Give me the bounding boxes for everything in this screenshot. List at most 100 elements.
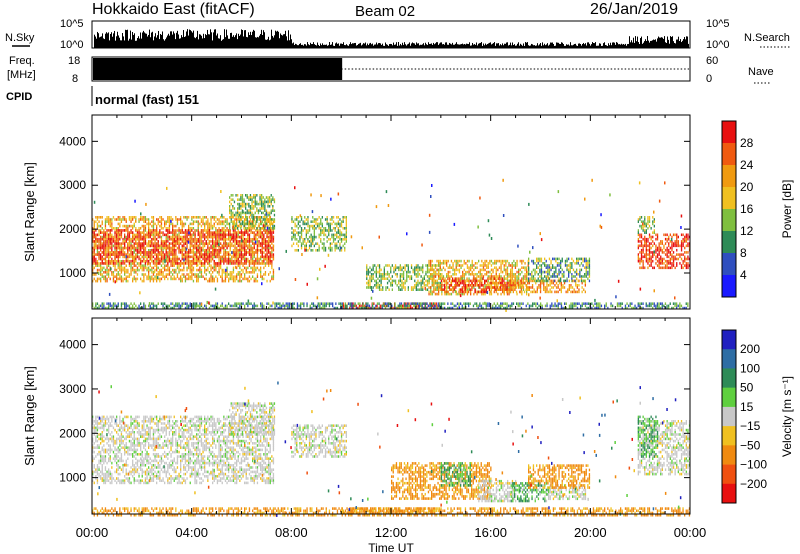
heatmap-cell — [269, 251, 271, 254]
heatmap-cell — [146, 242, 148, 245]
heatmap-cell — [183, 273, 185, 276]
heatmap-cell — [334, 227, 336, 230]
heatmap-cell — [495, 273, 497, 276]
heatmap-cell — [229, 244, 231, 248]
heatmap-cell — [128, 218, 131, 221]
heatmap-cell — [468, 277, 470, 280]
heatmap-cell — [233, 213, 236, 217]
nsky-bar — [224, 29, 225, 48]
heatmap-cell — [164, 275, 166, 278]
heatmap-cell — [256, 242, 259, 245]
heatmap-cell — [500, 268, 502, 272]
heatmap-cell — [122, 253, 124, 256]
heatmap-cell — [307, 249, 309, 252]
heatmap-cell — [101, 275, 103, 278]
heatmap-cell — [439, 266, 441, 269]
heatmap-cell — [191, 216, 193, 219]
heatmap-cell — [508, 286, 510, 289]
heatmap-cell — [149, 229, 151, 232]
heatmap-cell — [200, 218, 203, 221]
heatmap-cell — [261, 253, 263, 256]
heatmap-cell — [114, 229, 116, 232]
heatmap-cell — [270, 198, 272, 201]
heatmap-cell — [259, 218, 261, 221]
nsky-bar — [461, 44, 462, 48]
heatmap-cell — [130, 259, 132, 263]
heatmap-cell — [119, 233, 121, 237]
heatmap-cell — [218, 251, 220, 254]
heatmap-cell — [250, 253, 252, 256]
heatmap-cell — [108, 275, 110, 278]
heatmap-cell — [426, 284, 429, 287]
heatmap-cell — [323, 249, 325, 252]
heatmap-cell — [229, 257, 231, 261]
heatmap-cell — [479, 275, 481, 278]
heatmap-cell — [240, 198, 242, 201]
heatmap-cell — [417, 281, 419, 285]
heatmap-cell — [160, 264, 163, 267]
heatmap-cell — [96, 277, 99, 281]
heatmap-cell — [481, 275, 483, 278]
heatmap-cell — [183, 262, 185, 265]
nsky-bar — [305, 44, 306, 48]
heatmap-cell — [204, 277, 206, 281]
heatmap-cell — [191, 242, 193, 245]
heatmap-cell — [242, 235, 244, 239]
heatmap-cell — [498, 259, 501, 263]
heatmap-cell — [269, 224, 271, 228]
nsky-bar — [551, 42, 552, 48]
heatmap-cell — [188, 255, 190, 259]
heatmap-cell — [200, 238, 203, 241]
heatmap-cell — [248, 211, 250, 215]
heatmap-cell — [383, 275, 385, 278]
heatmap-cell — [108, 268, 110, 272]
heatmap-cell — [127, 246, 129, 250]
heatmap-cell — [135, 246, 137, 250]
heatmap-cell — [410, 264, 413, 267]
nsky-bar — [197, 30, 198, 48]
heatmap-cell — [230, 209, 232, 212]
heatmap-cell — [511, 264, 513, 267]
heatmap-cell — [160, 268, 163, 272]
heatmap-cell — [197, 246, 199, 250]
heatmap-cell — [328, 224, 330, 228]
heatmap-cell — [114, 259, 116, 263]
heatmap-cell — [180, 268, 182, 272]
heatmap-cell — [133, 271, 135, 274]
heatmap-cell — [258, 244, 260, 248]
heatmap-cell — [340, 231, 343, 234]
heatmap-cell — [232, 268, 235, 272]
heatmap-cell — [242, 255, 244, 259]
heatmap-cell — [221, 279, 223, 283]
heatmap-cell — [223, 222, 225, 226]
heatmap-cell — [253, 235, 255, 239]
heatmap-cell — [253, 279, 255, 283]
heatmap-cell — [511, 277, 513, 280]
heatmap-cell — [111, 224, 113, 228]
heatmap-cell — [349, 306, 351, 310]
heatmap-cell — [228, 279, 230, 283]
heatmap-cell — [143, 266, 145, 270]
heatmap-cell — [478, 279, 480, 283]
heatmap-cell — [196, 264, 198, 267]
heatmap-cell — [127, 237, 129, 241]
nsky-bar — [357, 45, 358, 48]
heatmap-cell — [176, 233, 179, 237]
cpid-label: CPID — [6, 91, 32, 103]
heatmap-cell — [468, 286, 470, 289]
heatmap-cell — [146, 233, 148, 237]
heatmap-cell — [197, 231, 199, 234]
heatmap-cell — [162, 240, 164, 243]
heatmap-cell — [180, 222, 182, 226]
heatmap-cell — [109, 253, 111, 256]
heatmap-cell — [416, 304, 418, 308]
heatmap-cell — [212, 227, 214, 230]
heatmap-cell — [230, 194, 232, 197]
heatmap-cell — [498, 286, 501, 289]
heatmap-cell — [136, 262, 139, 265]
heatmap-cell — [114, 233, 116, 237]
heatmap-cell — [331, 249, 333, 252]
heatmap-cell — [238, 213, 240, 217]
heatmap-cell — [104, 246, 107, 250]
